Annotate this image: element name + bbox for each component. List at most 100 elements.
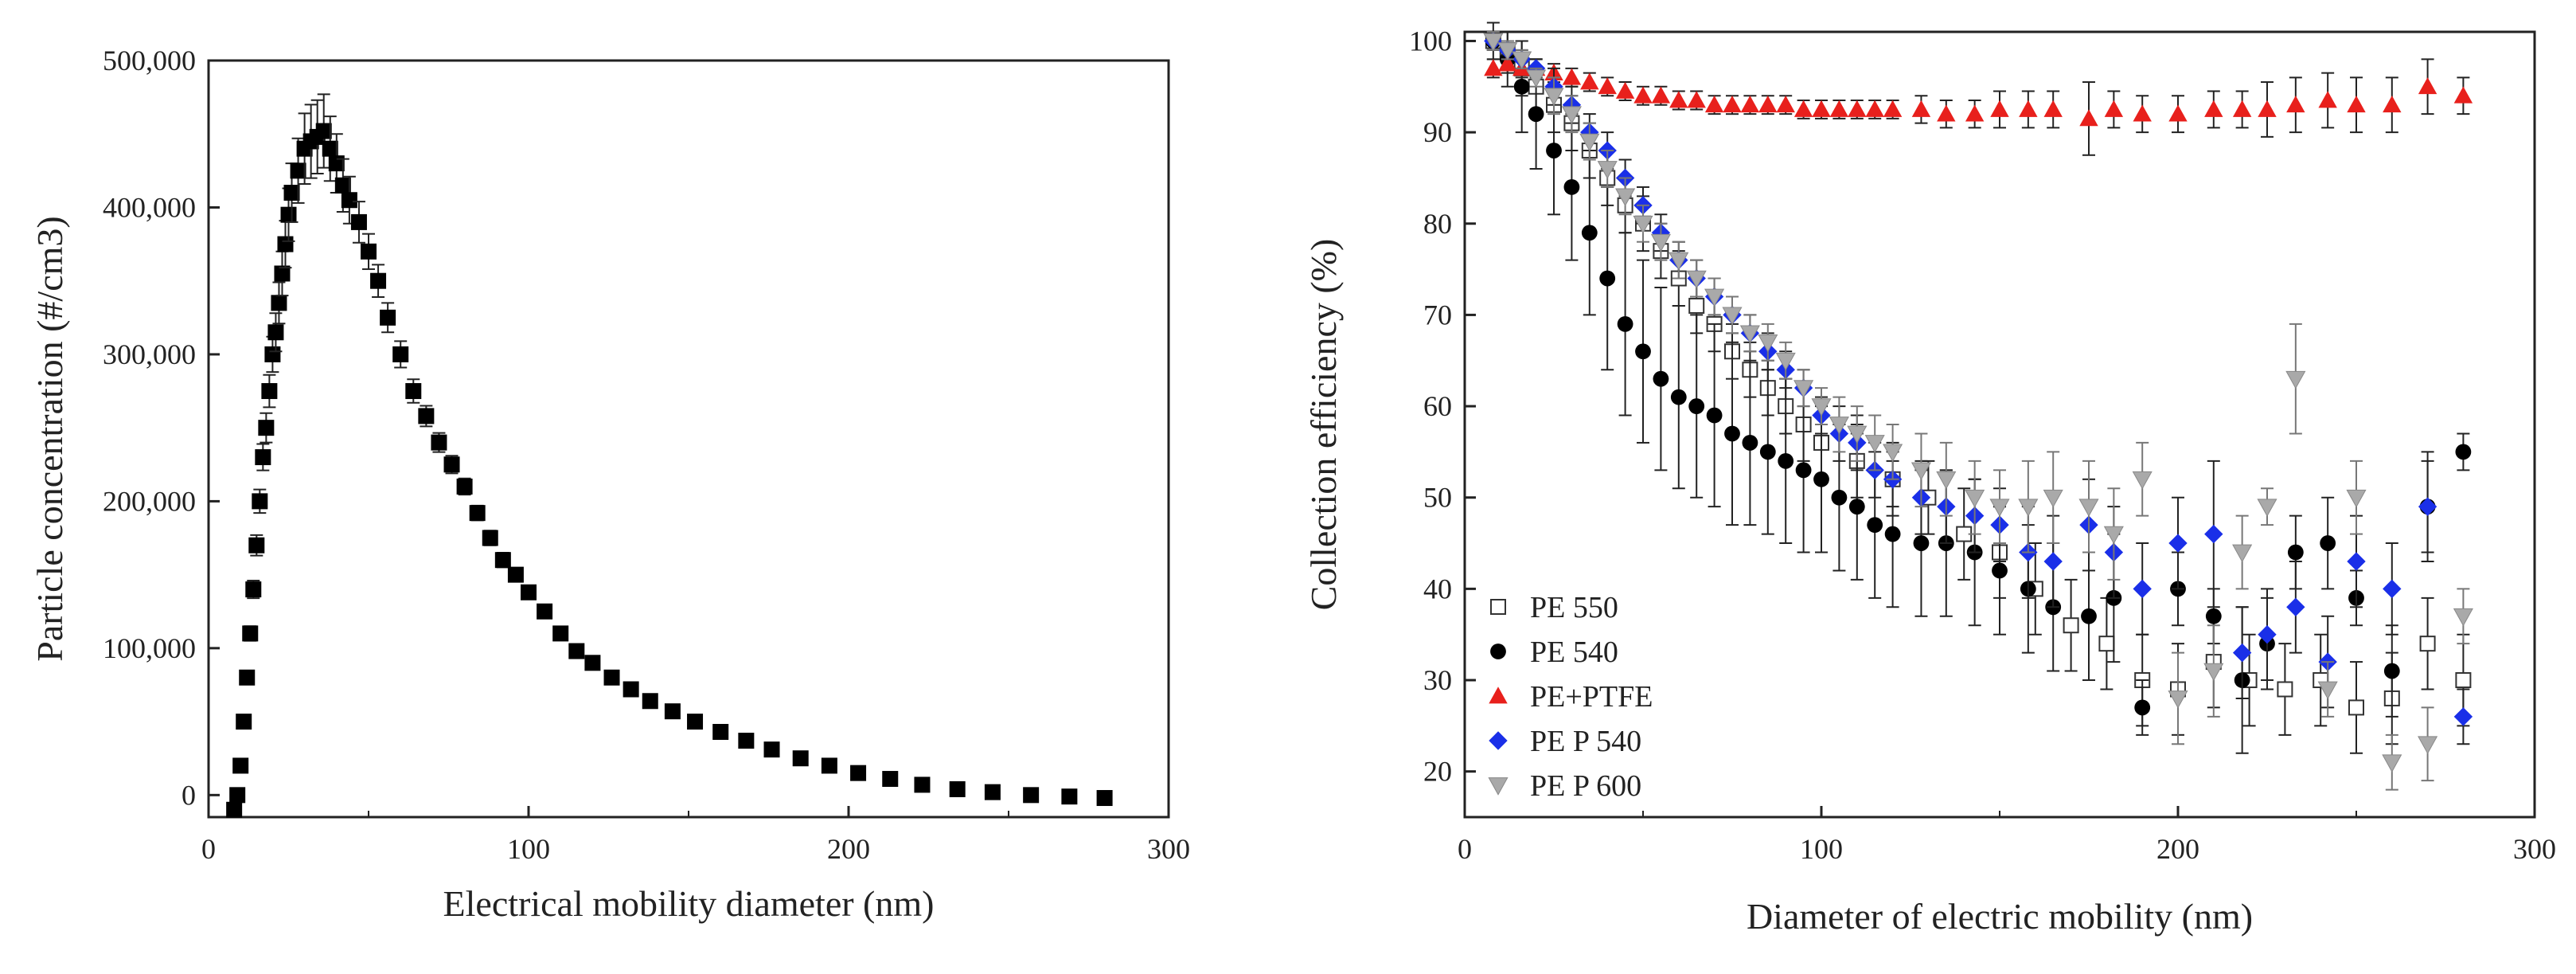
data-point-pe-ptfe — [1615, 81, 1635, 99]
data-point-pe-540 — [1813, 471, 1829, 487]
y-tick-label: 500,000 — [103, 45, 196, 76]
series-pe-p-600 — [1483, 31, 2473, 791]
data-point-particle-concentration — [236, 714, 252, 730]
data-point-pe-ptfe — [1498, 54, 1517, 72]
data-point-particle-concentration — [494, 552, 511, 569]
y-tick-label: 70 — [1423, 299, 1452, 331]
data-point-pe-540 — [1513, 78, 1530, 95]
data-point-particle-concentration — [350, 213, 367, 230]
data-point-pe-p-600 — [2232, 544, 2253, 563]
data-point-particle-concentration — [738, 733, 755, 749]
data-point-pe-p-600 — [2203, 663, 2224, 682]
series-pe-p-540 — [1484, 31, 2473, 745]
data-point-particle-concentration — [267, 324, 284, 341]
data-point-pe-540 — [1653, 370, 1669, 387]
data-point-pe-540 — [1831, 489, 1848, 506]
data-point-pe-ptfe — [1965, 104, 1985, 122]
data-point-particle-concentration — [252, 493, 268, 510]
data-point-pe-ptfe — [2168, 104, 2188, 122]
data-point-pe-ptfe — [1776, 96, 1795, 113]
data-point-pe-ptfe — [1484, 59, 1503, 76]
data-point-particle-concentration — [623, 681, 639, 698]
data-point-particle-concentration — [392, 346, 409, 362]
data-layer — [1483, 22, 2473, 791]
data-point-particle-concentration — [584, 655, 601, 671]
y-tick-label: 300,000 — [103, 338, 196, 370]
data-point-particle-concentration — [482, 530, 498, 546]
data-point-particle-concentration — [280, 206, 297, 223]
data-point-particle-concentration — [507, 566, 524, 583]
data-point-pe-540 — [1742, 435, 1758, 451]
data-point-particle-concentration — [277, 236, 294, 252]
data-point-pe-p-540 — [2286, 597, 2305, 617]
y-tick-label: 20 — [1423, 756, 1452, 788]
data-point-pe-550 — [2277, 681, 2293, 698]
data-point-pe-ptfe — [1865, 100, 1884, 117]
data-point-pe-p-600 — [2257, 499, 2277, 517]
data-point-pe-p-600 — [2382, 754, 2402, 773]
data-point-pe-ptfe — [1651, 86, 1671, 104]
data-point-pe-p-600 — [1526, 69, 1547, 88]
data-point-particle-concentration — [418, 408, 435, 424]
data-point-pe-ptfe — [1633, 86, 1653, 104]
data-point-pe-p-600 — [1669, 252, 1689, 271]
data-point-pe-p-600 — [2018, 499, 2039, 517]
data-point-particle-concentration — [334, 177, 351, 194]
data-point-particle-concentration — [245, 581, 262, 598]
data-point-pe-ptfe — [1687, 91, 1706, 108]
data-point-pe-p-600 — [1704, 288, 1725, 307]
data-point-pe-540 — [1759, 444, 1776, 460]
data-point-pe-ptfe — [2258, 100, 2277, 117]
data-point-pe-ptfe — [1937, 104, 1956, 122]
data-point-pe-p-600 — [1615, 188, 1636, 207]
data-point-pe-540 — [1528, 106, 1544, 123]
data-point-pe-p-540 — [2453, 707, 2473, 726]
data-point-pe-540 — [2383, 663, 2400, 679]
data-point-pe-p-600 — [1544, 88, 1564, 106]
data-point-particle-concentration — [1023, 787, 1040, 804]
data-point-particle-concentration — [687, 714, 704, 730]
data-point-pe-p-600 — [1883, 444, 1903, 463]
data-point-particle-concentration — [258, 420, 275, 436]
data-point-particle-concentration — [949, 780, 966, 797]
data-point-particle-concentration — [456, 478, 473, 495]
data-point-particle-concentration — [242, 625, 259, 642]
data-layer — [226, 93, 1113, 818]
chart-particle-concentration: 0 100 200 300 0 100,000 200,000 300,000 400,000 5… — [29, 45, 1190, 924]
data-point-pe-540 — [1724, 425, 1740, 442]
data-point-pe-p-540 — [2232, 643, 2252, 663]
data-point-particle-concentration — [537, 603, 553, 620]
x-tick-label: 100 — [507, 833, 550, 865]
data-point-pe-540 — [2287, 544, 2304, 561]
x-tick-label: 100 — [1800, 833, 1843, 865]
y-tick-label: 60 — [1423, 390, 1452, 422]
data-point-pe-ptfe — [1562, 68, 1582, 85]
y-tick-label: 80 — [1423, 208, 1452, 240]
axis-ticks: 0 100 200 300 20 30 40 50 60 70 80 90 100 — [1409, 25, 2556, 865]
data-point-pe-540 — [2320, 535, 2336, 551]
data-point-pe-540 — [1617, 315, 1633, 332]
y-tick-label: 0 — [181, 779, 196, 811]
data-point-pe-540 — [1670, 389, 1687, 405]
data-point-pe-ptfe — [1848, 100, 1867, 117]
data-point-pe-p-540 — [2383, 579, 2402, 599]
data-point-pe-p-600 — [1512, 51, 1532, 70]
data-point-pe-p-600 — [1561, 106, 1582, 124]
data-point-pe-p-600 — [1686, 270, 1707, 289]
data-point-pe-540 — [2081, 608, 2097, 624]
data-point-pe-540 — [2455, 444, 2472, 460]
data-point-pe-p-600 — [1579, 133, 1600, 152]
data-point-particle-concentration — [315, 123, 332, 139]
data-point-particle-concentration — [1096, 790, 1113, 807]
data-point-pe-540 — [1867, 517, 1883, 534]
legend-label: PE 540 — [1530, 636, 1618, 669]
data-point-pe-540 — [1778, 452, 1794, 469]
data-point-pe-p-600 — [1829, 417, 1849, 435]
data-point-pe-p-600 — [1739, 325, 1760, 344]
data-point-pe-550 — [1688, 297, 1705, 314]
data-point-pe-p-540 — [2418, 497, 2437, 516]
data-point-pe-p-600 — [1965, 489, 1985, 508]
data-point-pe-550 — [2455, 672, 2472, 689]
data-point-particle-concentration — [763, 741, 780, 758]
